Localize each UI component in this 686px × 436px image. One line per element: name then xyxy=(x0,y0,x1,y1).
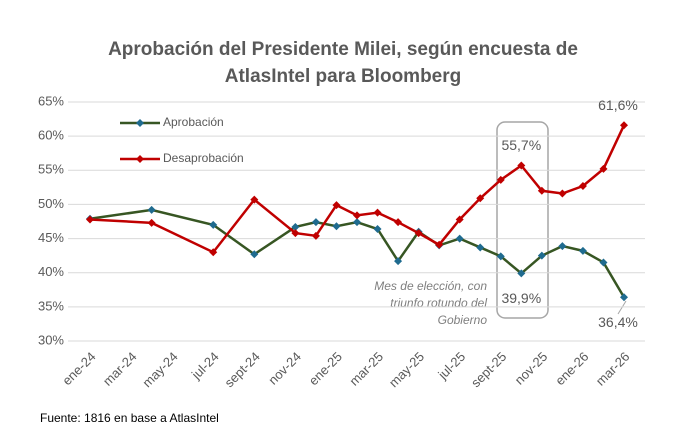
chart-title: Aprobación del Presidente Milei, según e… xyxy=(108,39,578,60)
x-tick-label: ene-24 xyxy=(59,349,98,388)
data-point xyxy=(209,248,218,257)
y-tick-label: 40% xyxy=(38,264,64,279)
data-point xyxy=(537,251,546,260)
x-tick-label: jul-24 xyxy=(188,349,222,383)
data-point xyxy=(455,234,464,243)
x-tick-label: jul-25 xyxy=(434,349,468,383)
value-label: 36,4% xyxy=(598,314,638,330)
data-point xyxy=(332,222,341,231)
data-point xyxy=(414,229,423,238)
data-point xyxy=(496,175,505,184)
data-point xyxy=(147,205,156,214)
data-point xyxy=(147,218,156,227)
annotation: Gobierno xyxy=(438,313,488,327)
y-tick-label: 50% xyxy=(38,196,64,211)
y-tick-label: 30% xyxy=(38,332,64,347)
data-point xyxy=(578,181,587,190)
data-point xyxy=(537,186,546,195)
data-point xyxy=(311,218,320,227)
data-point xyxy=(578,246,587,255)
data-point xyxy=(455,215,464,224)
data-point xyxy=(353,218,361,227)
value-label: 55,7% xyxy=(501,137,541,153)
data-point xyxy=(496,252,505,261)
data-point xyxy=(209,220,218,229)
data-point xyxy=(476,243,485,252)
x-tick-label: mar-25 xyxy=(346,349,386,389)
x-tick-label: mar-26 xyxy=(593,349,633,389)
x-tick-label: may-25 xyxy=(386,349,427,390)
data-point xyxy=(394,218,403,227)
x-tick-label: nov-24 xyxy=(265,349,304,388)
data-point xyxy=(250,250,259,259)
y-tick-label: 45% xyxy=(38,230,64,245)
data-point xyxy=(291,222,300,231)
series-line xyxy=(89,124,626,254)
x-tick-label: nov-25 xyxy=(512,349,551,388)
data-point xyxy=(373,208,382,217)
data-point xyxy=(476,194,485,203)
x-tick-label: may-24 xyxy=(139,349,180,390)
data-point xyxy=(86,215,94,224)
data-point xyxy=(373,225,382,234)
legend-label: Aprobación xyxy=(163,115,224,129)
label-pointer xyxy=(617,300,627,315)
data-point xyxy=(599,164,608,173)
data-point xyxy=(620,293,628,302)
data-point xyxy=(517,269,526,278)
legend-label: Desaprobación xyxy=(163,151,244,165)
annotation: Mes de elección, con xyxy=(374,279,487,293)
chart-title: AtlasIntel para Bloomberg xyxy=(225,66,462,87)
data-point xyxy=(250,195,259,204)
x-tick-label: mar-24 xyxy=(100,349,140,389)
data-point xyxy=(394,257,403,266)
annotation: triunfo rotundo del xyxy=(390,296,487,310)
data-point xyxy=(311,231,320,240)
x-tick-label: ene-26 xyxy=(552,349,591,388)
value-label: 39,9% xyxy=(501,290,541,306)
legend-marker xyxy=(136,155,144,163)
data-point xyxy=(332,201,341,210)
data-point xyxy=(291,229,300,238)
source: Fuente: 1816 en base a AtlasIntel xyxy=(40,411,219,425)
x-tick-label: ene-25 xyxy=(306,349,345,388)
data-point xyxy=(599,258,608,267)
value-label: 61,6% xyxy=(598,97,638,113)
y-tick-label: 60% xyxy=(38,128,64,143)
data-point xyxy=(517,161,526,170)
y-tick-label: 35% xyxy=(38,298,64,313)
data-point xyxy=(435,240,444,249)
x-tick-label: sept-24 xyxy=(222,349,263,390)
data-point xyxy=(353,211,361,220)
x-tick-label: sept-25 xyxy=(468,349,509,390)
data-point xyxy=(558,189,567,198)
y-tick-label: 55% xyxy=(38,162,64,177)
y-tick-label: 65% xyxy=(38,93,64,108)
legend-marker xyxy=(136,119,144,127)
highlight-box xyxy=(496,121,549,319)
data-point xyxy=(558,242,567,251)
data-point xyxy=(620,121,628,130)
